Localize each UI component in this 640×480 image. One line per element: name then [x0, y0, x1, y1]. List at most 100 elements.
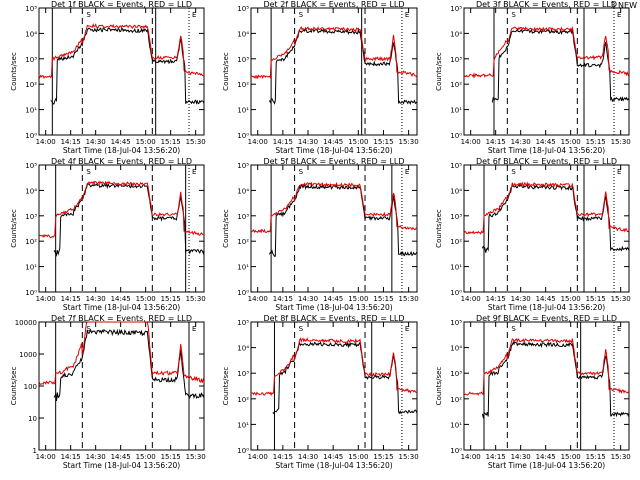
event-label-start: S	[511, 168, 516, 176]
x-tick-label: 14:15	[61, 453, 81, 461]
panel-title: Det 6f BLACK = Events, RED = LLD	[476, 157, 617, 166]
x-tick-label: 15:30	[611, 295, 631, 303]
panel-title: Det 5f BLACK = Events, RED = LLD	[263, 157, 404, 166]
y-tick-label: 10¹	[237, 107, 249, 115]
x-tick-label: 15:15	[373, 453, 393, 461]
x-axis-label: Start Time (18-Jul-04 13:56:20)	[63, 461, 180, 470]
y-tick-label: 10²	[237, 81, 249, 89]
y-tick-label: 10⁵	[237, 319, 249, 327]
x-axis-label: Start Time (18-Jul-04 13:56:20)	[488, 461, 605, 470]
y-tick-label: 10²	[450, 81, 462, 89]
y-tick-label: 1000	[19, 351, 37, 359]
x-tick-label: 15:15	[373, 295, 393, 303]
x-tick-label: 14:15	[61, 295, 81, 303]
y-tick-label: 10⁰	[237, 289, 249, 297]
panel-title: Det 9f BLACK = Events, RED = LLD	[476, 314, 617, 323]
y-tick-label: 10¹	[450, 107, 462, 115]
series-lld-line	[38, 180, 205, 239]
x-tick-label: 14:15	[486, 295, 506, 303]
y-tick-label: 10⁰	[25, 132, 37, 140]
y-tick-label: 10³	[237, 370, 249, 378]
x-axis-label: Start Time (18-Jul-04 13:56:20)	[275, 146, 392, 155]
x-tick-label: 14:00	[248, 138, 268, 146]
x-tick-label: 14:45	[536, 138, 556, 146]
y-tick-label: 1	[33, 447, 37, 455]
y-tick-label: 10²	[237, 396, 249, 404]
y-tick-label: 10¹	[25, 264, 37, 272]
x-tick-label: 14:15	[486, 453, 506, 461]
panel-2: Det 2f BLACK = Events, RED = LLD S E 10⁰ 10¹…	[222, 0, 419, 155]
series-lld-line	[463, 338, 630, 396]
x-axis-label: Start Time (18-Jul-04 13:56:20)	[488, 303, 605, 312]
plot-frame	[463, 7, 630, 136]
y-axis-label: Counts/sec	[222, 367, 230, 406]
y-tick-label: 10⁰	[25, 289, 37, 297]
y-tick-label: 10⁰	[450, 132, 462, 140]
panel-9: Det 9f BLACK = Events, RED = LLD S E 10⁰ 10¹…	[435, 314, 631, 470]
x-tick-label: 14:45	[111, 453, 131, 461]
y-tick-label: 10⁴	[237, 187, 249, 195]
x-axis-label: Start Time (18-Jul-04 13:56:20)	[63, 146, 180, 155]
y-tick-label: 10⁰	[450, 289, 462, 297]
series-lld-line	[463, 25, 630, 79]
y-tick-label: 10²	[450, 238, 462, 246]
x-tick-label: 15:00	[561, 138, 581, 146]
y-tick-label: 10⁴	[25, 30, 37, 38]
series-lld-line	[463, 181, 630, 235]
series-events-line	[481, 340, 630, 419]
series-lld-line	[250, 337, 417, 397]
x-tick-label: 14:30	[298, 138, 318, 146]
x-tick-label: 14:00	[248, 453, 268, 461]
y-axis-label: Counts/sec	[435, 209, 443, 248]
x-tick-label: 14:15	[61, 138, 81, 146]
y-tick-label: 10⁴	[237, 30, 249, 38]
x-tick-label: 14:00	[248, 295, 268, 303]
y-tick-label: 10⁵	[25, 5, 37, 13]
panel-7: Det 7f BLACK = Events, RED = LLD S E 1 10 100…	[10, 314, 206, 470]
x-tick-label: 14:45	[536, 295, 556, 303]
y-tick-label: 10⁴	[450, 30, 462, 38]
series-events-line	[268, 183, 418, 257]
y-tick-label: 10¹	[237, 421, 249, 429]
x-tick-label: 15:30	[399, 295, 419, 303]
x-tick-label: 15:00	[348, 138, 368, 146]
x-tick-label: 15:30	[611, 138, 631, 146]
y-tick-label: 10	[28, 415, 37, 423]
y-tick-label: 10⁵	[450, 319, 462, 327]
x-tick-label: 14:15	[273, 138, 293, 146]
y-tick-label: 10³	[25, 56, 37, 64]
x-tick-label: 15:00	[561, 453, 581, 461]
x-tick-label: 14:45	[111, 295, 131, 303]
y-tick-label: 10⁰	[237, 132, 249, 140]
x-tick-label: 14:45	[323, 453, 343, 461]
y-axis-label: Counts/sec	[222, 52, 230, 91]
y-tick-label: 10⁴	[450, 345, 462, 353]
x-tick-label: 15:00	[348, 453, 368, 461]
event-label-end: E	[405, 11, 409, 19]
event-label-start: S	[86, 168, 91, 176]
x-tick-label: 15:00	[136, 453, 156, 461]
y-tick-label: 10³	[25, 213, 37, 221]
x-tick-label: 14:30	[511, 453, 531, 461]
panel-title: Det 4f BLACK = Events, RED = LLD	[51, 157, 192, 166]
x-tick-label: 14:45	[323, 295, 343, 303]
y-tick-label: 10³	[450, 213, 462, 221]
y-tick-label: 10000	[15, 319, 37, 327]
series-events-line	[53, 328, 205, 402]
x-tick-label: 14:30	[86, 295, 106, 303]
event-label-end: E	[617, 168, 621, 176]
panel-6: Det 6f BLACK = Events, RED = LLD S E 10⁰ 10¹…	[435, 157, 631, 312]
event-label-end: E	[405, 325, 409, 333]
y-tick-label: 10⁰	[450, 447, 462, 455]
x-tick-label: 15:00	[348, 295, 368, 303]
event-label-start: S	[299, 325, 304, 333]
y-tick-label: 10²	[450, 396, 462, 404]
x-tick-label: 14:30	[298, 295, 318, 303]
y-axis-label: Counts/sec	[10, 52, 18, 91]
x-tick-label: 14:00	[36, 138, 56, 146]
y-tick-label: 10³	[450, 56, 462, 64]
panel-1: Det 1f BLACK = Events, RED = LLD S E 10⁰ 10¹…	[10, 0, 206, 155]
x-tick-label: 15:30	[611, 453, 631, 461]
panel-title: Det 3f BLACK = Events, RED = LLD	[476, 0, 617, 9]
x-tick-label: 15:15	[161, 295, 181, 303]
